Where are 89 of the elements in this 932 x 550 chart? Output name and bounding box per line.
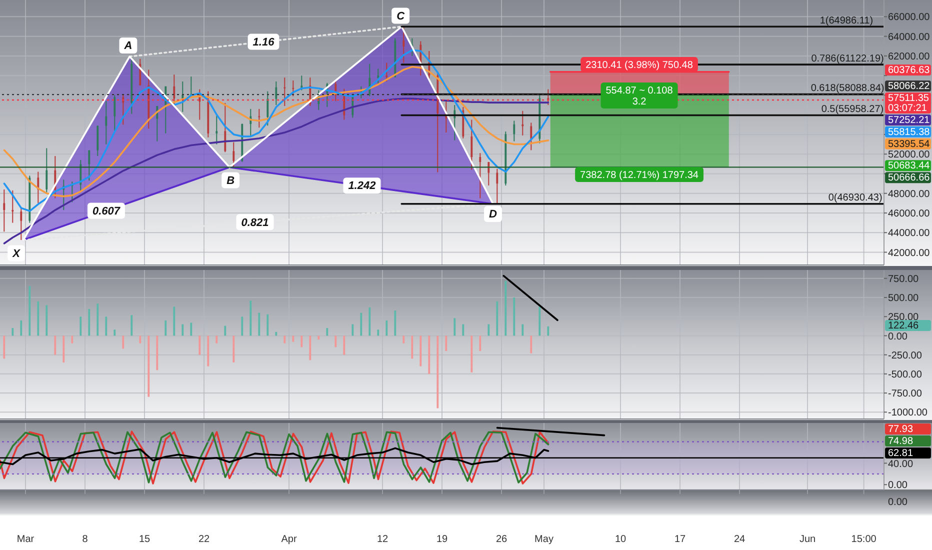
candlestick — [513, 120, 516, 142]
candlestick — [12, 190, 14, 224]
x-tick-label: 15 — [138, 534, 150, 546]
candlestick — [258, 108, 260, 128]
text: 74.98 — [888, 436, 914, 447]
candlestick — [88, 150, 90, 182]
x-tick-label: 24 — [734, 534, 746, 546]
candlestick — [182, 80, 184, 112]
candlestick — [275, 80, 278, 106]
y-tick-label: 44000.00 — [888, 228, 930, 240]
y-tick-label: -1000.00 — [888, 408, 928, 419]
y-tick-label: 0.00 — [888, 480, 908, 492]
annotation: 1.242 — [348, 180, 376, 192]
x-tick-label: 12 — [376, 534, 388, 546]
annotation: C — [396, 10, 406, 22]
ref-line-label: 50666.66 — [888, 172, 930, 184]
x-tick-label: 8 — [82, 534, 88, 546]
x-tick-label: May — [534, 534, 554, 546]
candlestick — [479, 152, 482, 199]
annotation: D — [489, 208, 498, 221]
y-tick-label: -750.00 — [888, 388, 922, 400]
annotation: 554.87 ~ 0.108 3.2 — [606, 85, 674, 108]
candlestick — [20, 206, 22, 240]
y-tick-label: -250.00 — [888, 350, 922, 362]
text: 50683.44 — [888, 160, 930, 172]
annotation: 0.618(58088.84) — [810, 83, 884, 94]
candlestick — [454, 104, 456, 141]
candlestick — [224, 102, 226, 153]
y-tick-label: 66000.00 — [888, 12, 930, 24]
y-tick-label: 46000.00 — [888, 208, 930, 220]
candlestick — [377, 68, 380, 84]
y-tick-label: 52000.00 — [888, 150, 930, 161]
text: 122.46 — [888, 320, 920, 332]
y-tick-label: -500.00 — [888, 369, 922, 380]
annotation: B — [226, 174, 235, 187]
candlestick — [105, 100, 108, 145]
annotation: 1(64986.11) — [820, 15, 874, 26]
annotation: 0.821 — [241, 216, 269, 229]
candlestick — [470, 119, 473, 170]
annotation: 0.607 — [92, 205, 121, 218]
y-tick-label: 40.00 — [888, 458, 914, 470]
x-tick-label: Apr — [281, 534, 298, 546]
x-tick-label: 15:00 — [851, 534, 877, 546]
candlestick — [530, 122, 532, 151]
x-tick-label: 10 — [614, 534, 626, 546]
candlestick — [46, 148, 48, 193]
x-tick-label: Mar — [16, 534, 35, 546]
candlestick — [292, 80, 294, 97]
candlestick — [122, 94, 124, 126]
candlestick — [216, 115, 218, 145]
y-tick-label: 42000.00 — [888, 248, 930, 259]
candlestick — [284, 77, 286, 106]
annotation: 0.786(61122.19) — [811, 53, 884, 64]
candlestick — [386, 62, 388, 82]
candlestick — [232, 142, 235, 168]
x-tick-label: 17 — [674, 534, 686, 546]
y-tick-label: 48000.00 — [888, 188, 930, 200]
y-tick-label: 500.00 — [888, 293, 920, 304]
text: 53395.54 — [888, 138, 930, 150]
x-tick-label: 26 — [496, 534, 508, 546]
y-tick-label: 750.00 — [888, 274, 920, 285]
candlestick — [266, 90, 269, 126]
annotation: 7382.78 (12.71%) 1797.34 — [580, 170, 699, 181]
candlestick — [360, 86, 362, 99]
text: 62.81 — [888, 448, 914, 459]
text: 57252.21 — [888, 114, 930, 126]
candlestick — [114, 94, 116, 132]
text: 77.93 — [888, 424, 914, 436]
annotation: 2310.41 (3.98%) 750.48 — [586, 60, 694, 71]
y-tick-label: 62000.00 — [888, 51, 930, 62]
annotation: 0(46930.43) — [828, 192, 882, 204]
text: 55815.38 — [888, 126, 930, 138]
candlestick — [343, 88, 346, 120]
candlestick — [402, 26, 405, 64]
x-tick-label: 19 — [436, 534, 448, 546]
text: 60376.63 — [888, 65, 930, 76]
ref-line-label: 58066.22 — [888, 81, 930, 92]
candlestick — [173, 74, 176, 106]
y-tick-label: 0.00 — [888, 331, 908, 342]
annotation: X — [12, 248, 21, 260]
annotation: 1.16 — [252, 36, 276, 48]
x-tick-label: Jun — [799, 534, 816, 546]
x-tick-label: 22 — [198, 534, 210, 546]
candlestick — [3, 188, 6, 232]
annotation: 0.5(55958.27) — [821, 104, 884, 116]
y-tick-label: 64000.00 — [888, 32, 930, 43]
candlestick — [496, 168, 498, 204]
ref-line-label: 57511.35 03:07:21 — [888, 92, 930, 114]
annotation: A — [123, 40, 132, 52]
